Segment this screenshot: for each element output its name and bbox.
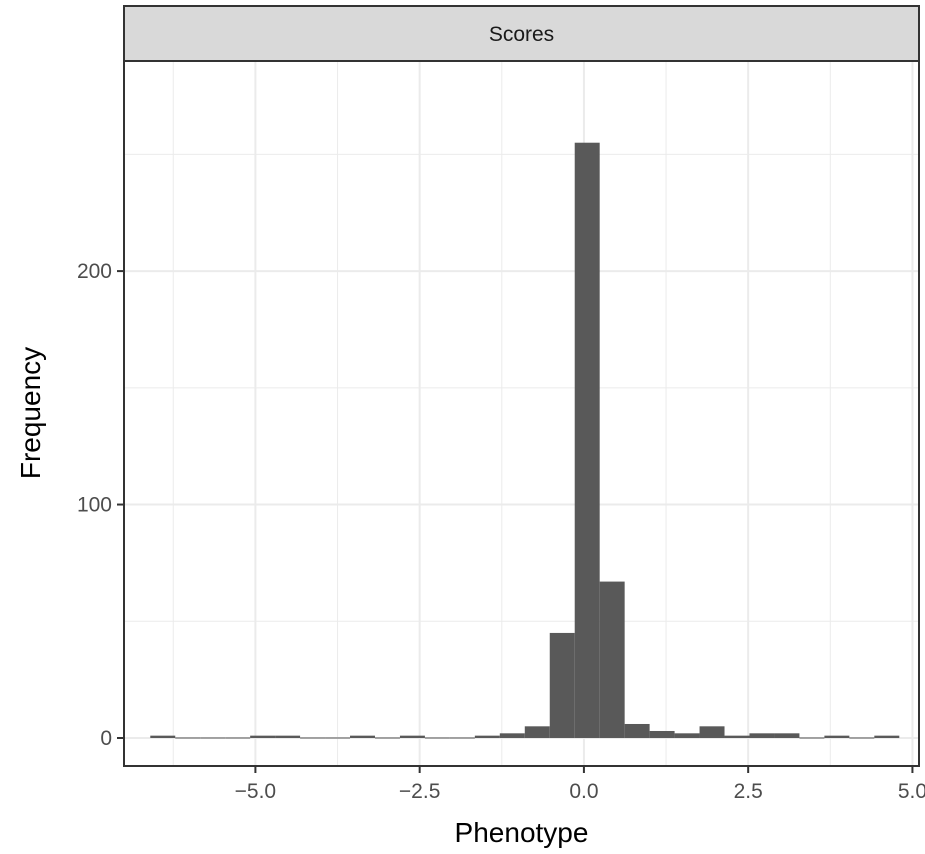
- histogram-bar: [674, 733, 700, 738]
- histogram-bar: [599, 581, 625, 738]
- facet-strip: Scores: [123, 5, 920, 62]
- histogram-bar: [499, 733, 525, 738]
- histogram-bar: [350, 735, 375, 738]
- histogram-bar: [699, 726, 725, 738]
- histogram-bar: [749, 733, 775, 738]
- histogram-bars: [150, 142, 900, 739]
- x-axis-title: Phenotype: [455, 817, 589, 848]
- histogram-bar: [574, 142, 600, 738]
- histogram-bar: [449, 737, 475, 739]
- y-tick-label: 200: [77, 260, 112, 283]
- histogram-bar: [225, 737, 251, 739]
- facet-strip-background: [123, 5, 920, 62]
- histogram-bar: [275, 735, 301, 738]
- facet-label: Scores: [489, 23, 554, 46]
- y-axis: 0 100 200: [77, 260, 124, 750]
- histogram-bar: [774, 733, 800, 738]
- x-tick-label: 2.5: [734, 780, 763, 803]
- histogram-bar: [524, 726, 550, 738]
- histogram-bar: [300, 737, 326, 739]
- histogram-bar: [849, 737, 875, 739]
- histogram-bar: [200, 737, 226, 739]
- histogram-bar: [474, 735, 500, 738]
- histogram-bar: [799, 737, 825, 739]
- histogram-bar: [874, 735, 900, 738]
- y-axis-title: Frequency: [15, 347, 46, 479]
- histogram-bar: [399, 735, 425, 738]
- histogram-bar: [424, 737, 450, 739]
- histogram-bar: [150, 735, 176, 738]
- histogram-bar: [724, 735, 750, 738]
- histogram-bar: [549, 632, 575, 738]
- x-tick-label: 0.0: [569, 780, 598, 803]
- histogram-bar: [325, 737, 351, 739]
- histogram-bar: [250, 735, 276, 738]
- histogram-bar: [175, 737, 201, 739]
- y-tick-label: 100: [77, 494, 112, 517]
- histogram-bar: [824, 735, 850, 738]
- y-tick-label: 0: [100, 727, 112, 750]
- histogram-bar: [624, 723, 650, 738]
- histogram-bar: [649, 730, 675, 738]
- histogram-bar: [374, 737, 400, 739]
- x-axis: −5.0 −2.5 0.0 2.5 5.0: [235, 766, 925, 803]
- panel-border: [123, 60, 920, 767]
- x-tick-label: −2.5: [399, 780, 440, 803]
- x-tick-label: −5.0: [235, 780, 276, 803]
- x-tick-label: 5.0: [898, 780, 925, 803]
- plot-panel: [124, 61, 919, 766]
